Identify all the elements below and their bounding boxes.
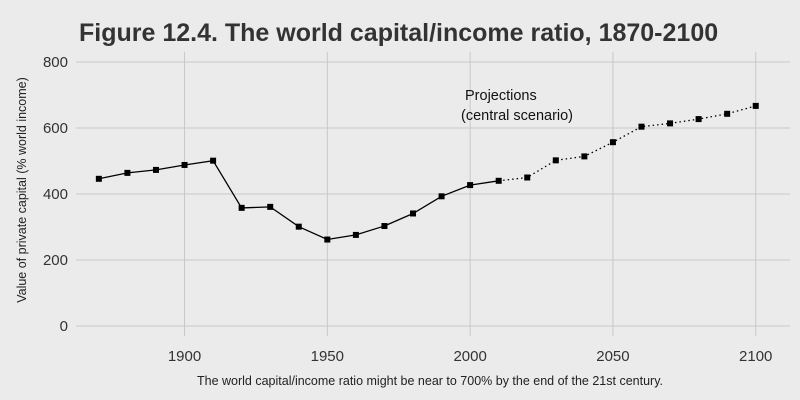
x-tick-label: 1950: [311, 348, 344, 365]
data-point: [152, 166, 159, 173]
data-point: [381, 223, 388, 230]
data-point: [638, 123, 645, 130]
data-point: [495, 177, 502, 184]
data-point: [410, 210, 417, 217]
data-point: [438, 193, 445, 200]
data-point: [295, 223, 302, 230]
chart-title: Figure 12.4. The world capital/income ra…: [79, 19, 718, 47]
series-line-dotted: [498, 105, 756, 182]
data-point: [181, 161, 188, 168]
y-tick-label: 0: [60, 318, 68, 335]
x-tick-label: 2100: [739, 348, 772, 365]
data-point: [267, 203, 274, 210]
data-point: [724, 110, 731, 117]
data-point: [467, 182, 474, 189]
x-tick-label: 2050: [596, 348, 629, 365]
annotation-line-1: Projections: [465, 88, 537, 104]
x-tick-label: 1900: [168, 348, 201, 365]
data-point: [552, 157, 559, 164]
series-lines: [98, 105, 756, 241]
data-point: [752, 102, 759, 109]
data-point: [124, 169, 131, 176]
annotation-line-2: (central scenario): [461, 108, 573, 124]
y-tick-labels: 0 200 400 600 800: [43, 54, 68, 335]
y-axis-label: Value of private capital (% world income…: [15, 77, 29, 303]
y-tick-label: 200: [43, 252, 68, 269]
x-tick-label: 2000: [453, 348, 486, 365]
data-point: [238, 204, 245, 211]
data-point: [524, 174, 531, 181]
data-point: [609, 139, 616, 146]
y-tick-label: 400: [43, 186, 68, 203]
data-markers: [95, 102, 759, 243]
grid: [76, 52, 790, 336]
data-point: [667, 120, 674, 127]
chart-caption: The world capital/income ratio might be …: [197, 374, 663, 388]
data-point: [210, 157, 217, 164]
data-point: [324, 236, 331, 243]
data-point: [695, 116, 702, 123]
data-point: [352, 231, 359, 238]
y-tick-label: 800: [43, 54, 68, 71]
x-tick-labels: 1900 1950 2000 2050 2100: [168, 348, 773, 365]
data-point: [95, 175, 102, 182]
data-point: [581, 153, 588, 160]
y-tick-label: 600: [43, 120, 68, 137]
